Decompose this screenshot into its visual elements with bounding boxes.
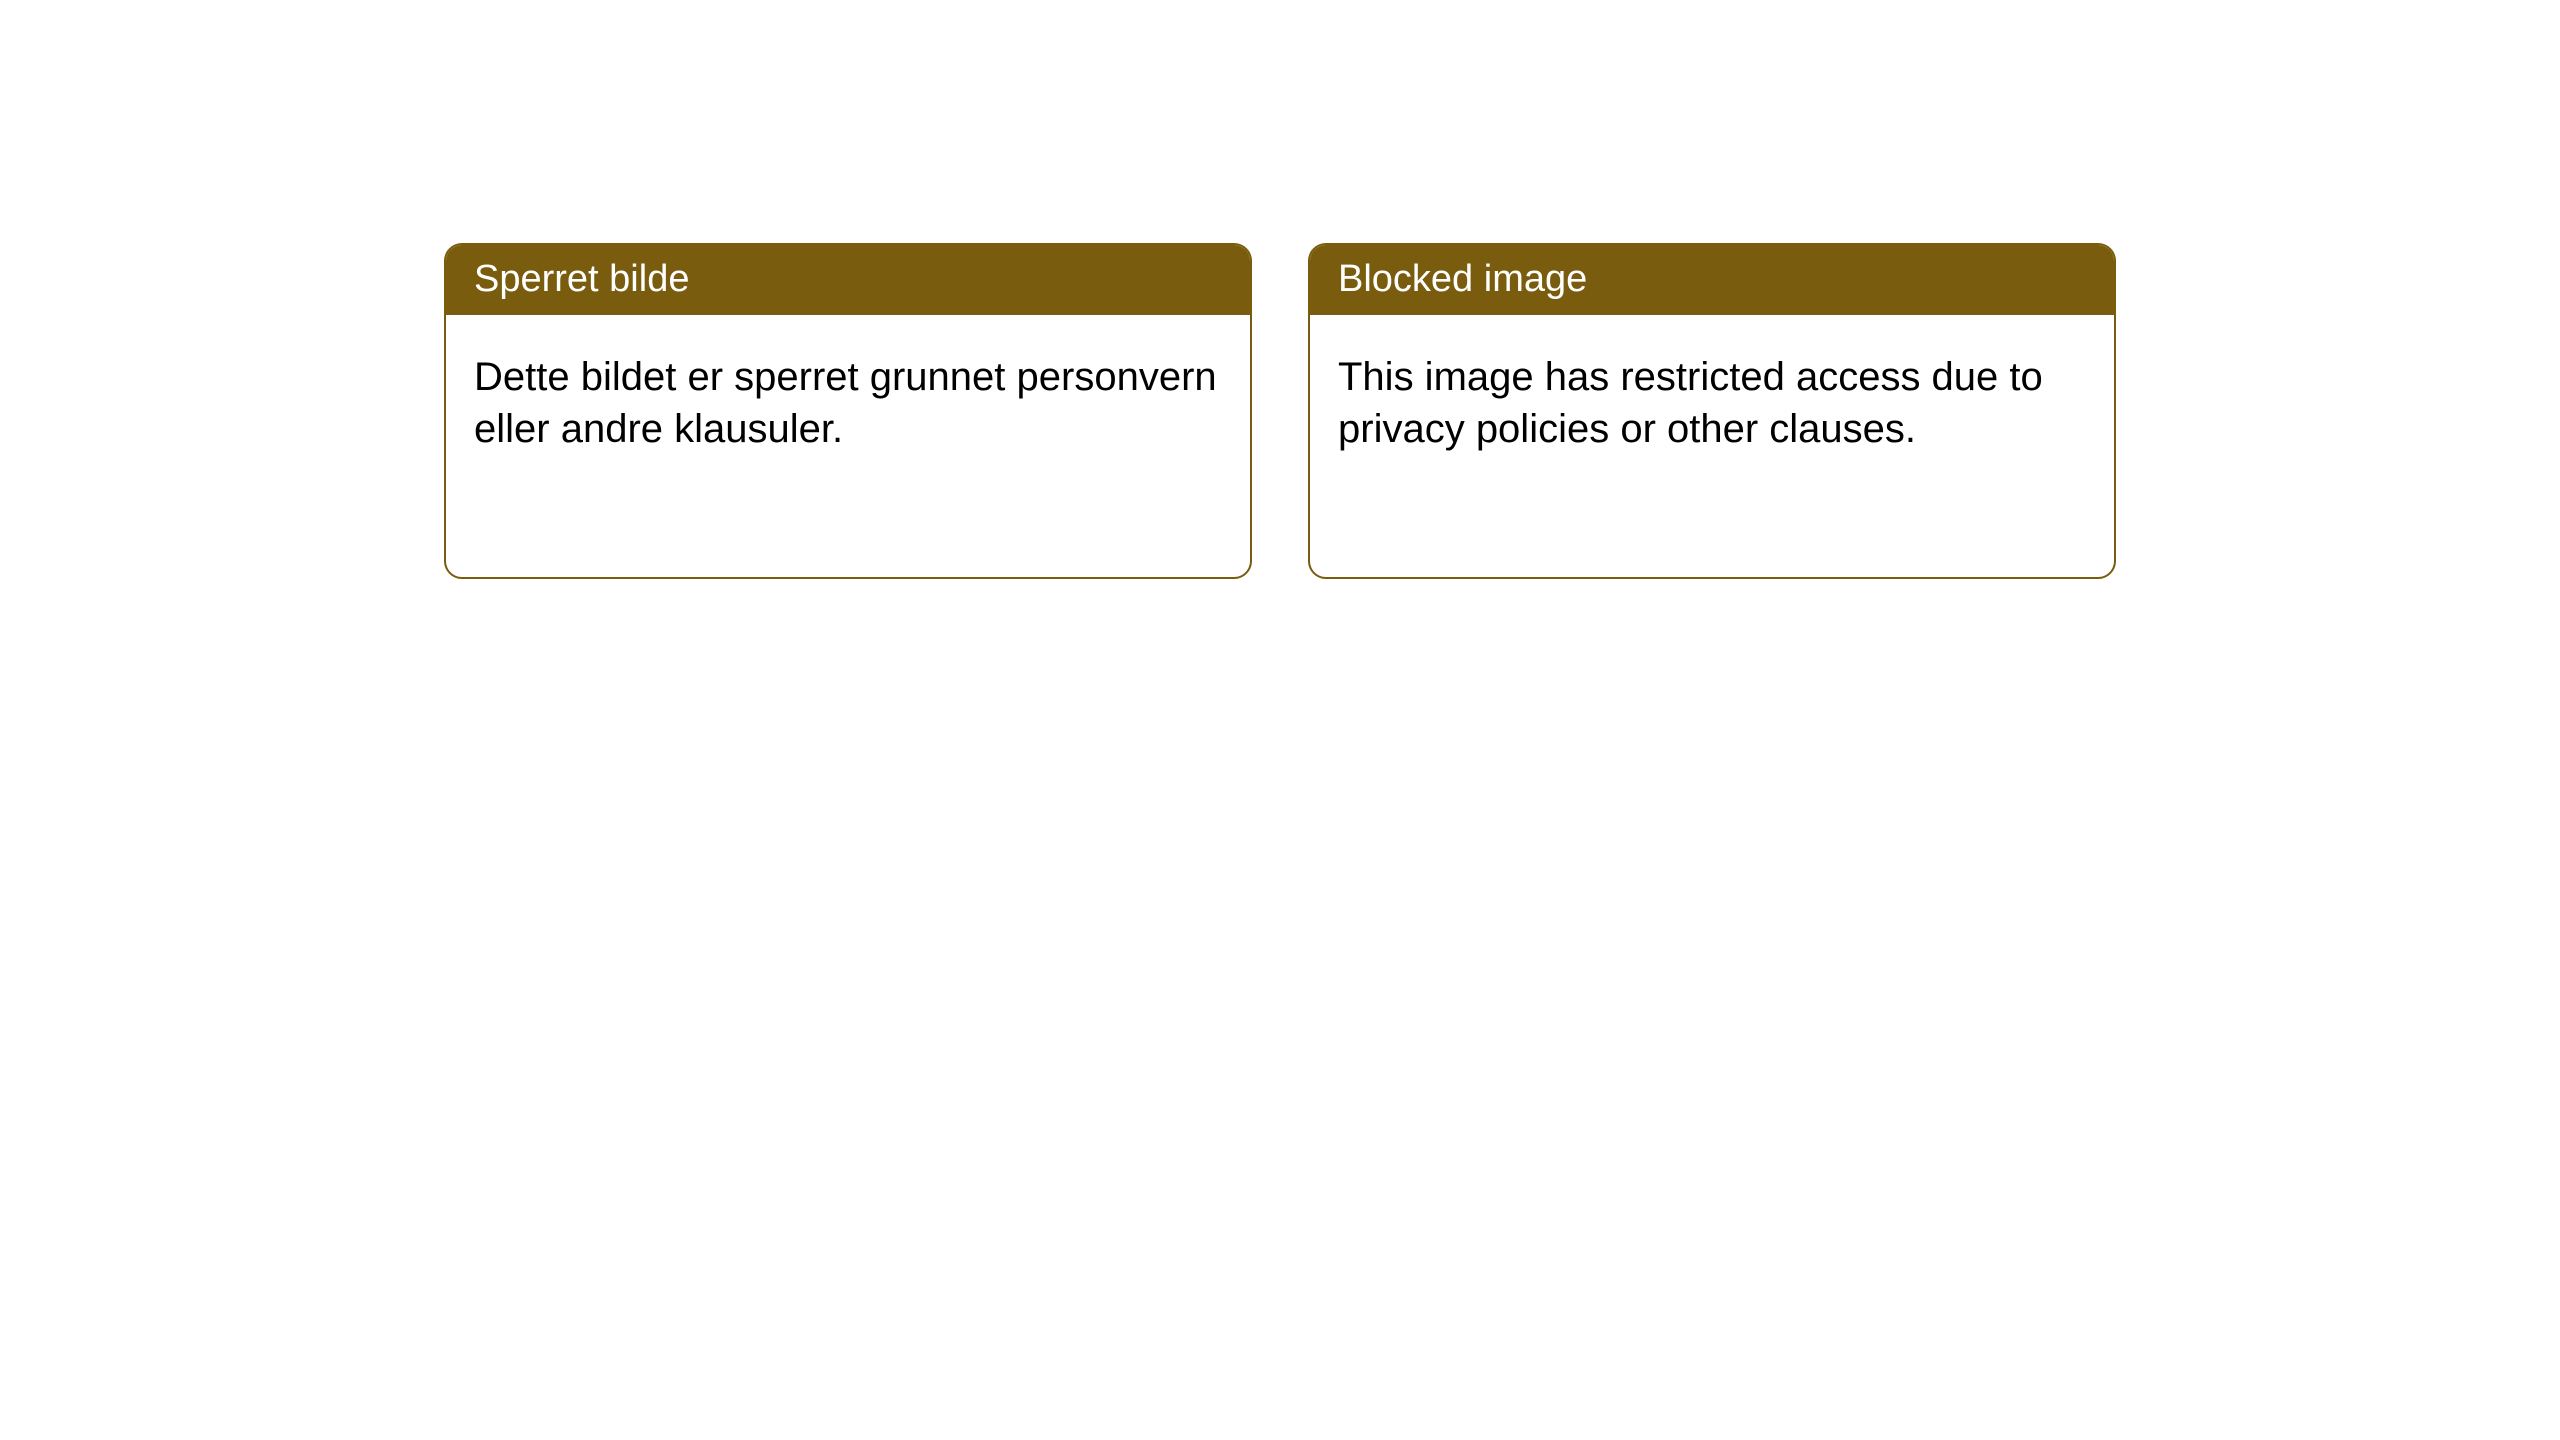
- notice-card-body: Dette bildet er sperret grunnet personve…: [446, 315, 1250, 491]
- notice-card-body: This image has restricted access due to …: [1310, 315, 2114, 491]
- notice-cards-container: Sperret bilde Dette bildet er sperret gr…: [444, 243, 2116, 579]
- notice-card-english: Blocked image This image has restricted …: [1308, 243, 2116, 579]
- notice-card-header: Blocked image: [1310, 245, 2114, 315]
- notice-card-norwegian: Sperret bilde Dette bildet er sperret gr…: [444, 243, 1252, 579]
- notice-card-header: Sperret bilde: [446, 245, 1250, 315]
